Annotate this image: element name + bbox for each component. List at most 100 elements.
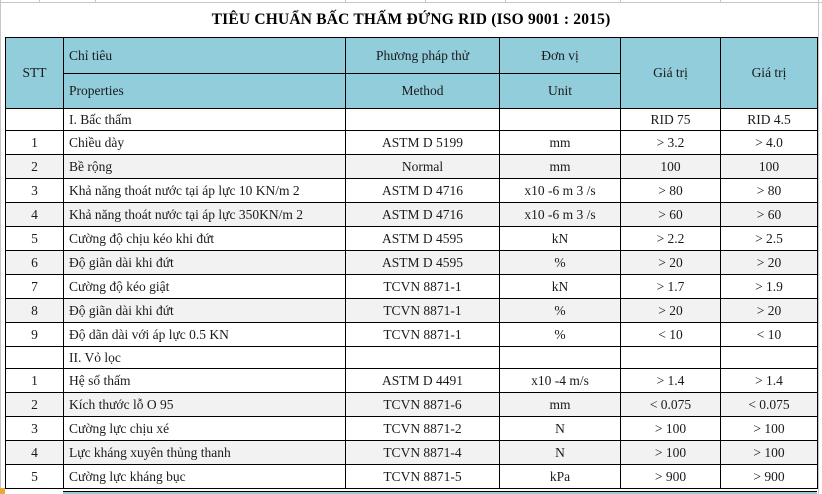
gridline-tick bbox=[39, 0, 40, 3]
cell-value-rid75: > 1.4 bbox=[620, 368, 721, 393]
cell-method: ASTM D 5199 bbox=[345, 130, 500, 155]
cell-value-rid75: > 1.7 bbox=[620, 274, 721, 299]
cell-property: Độ dãn dài với áp lực 0.5 KN bbox=[63, 322, 346, 347]
section-label: II. Vỏ lọc bbox=[63, 346, 346, 369]
cell-unit: kPa bbox=[499, 464, 621, 489]
header-value-rid45: Giá trị bbox=[720, 37, 818, 109]
cell-value-rid75: > 3.2 bbox=[620, 130, 721, 155]
cell-property: Cường lực chịu xé bbox=[63, 416, 346, 441]
cell-method: TCVN 8871-4 bbox=[345, 440, 500, 465]
table-body: I. Bấc thấm RID 75 RID 4.5 1 Chiều dày ASTM D… bbox=[5, 108, 818, 489]
cell-value-rid45: 100 bbox=[720, 154, 818, 179]
cell-stt: 6 bbox=[5, 250, 64, 275]
gridline-left bbox=[0, 0, 1, 494]
section-value2-header: RID 4.5 bbox=[720, 108, 818, 131]
cell-method: ASTM D 4716 bbox=[345, 178, 500, 203]
cell-unit: mm bbox=[499, 130, 621, 155]
cell-method: ASTM D 4491 bbox=[345, 368, 500, 393]
cell-value-rid75: > 60 bbox=[620, 202, 721, 227]
cell-stt: 1 bbox=[5, 130, 64, 155]
table-row: 9 Độ dãn dài với áp lực 0.5 KN TCVN 8871-1… bbox=[5, 322, 818, 347]
gridline-tick bbox=[620, 0, 621, 3]
page-title: TIÊU CHUẨN BẤC THẤM ĐỨNG RID (ISO 9001 :… bbox=[211, 11, 611, 28]
cell-property: Bề rộng bbox=[63, 154, 346, 179]
cell-value-rid75: > 100 bbox=[620, 416, 721, 441]
cell-value-rid75: > 900 bbox=[620, 464, 721, 489]
section-header-row: I. Bấc thấm RID 75 RID 4.5 bbox=[5, 108, 818, 131]
cell-property: Cường độ chịu kéo khi đứt bbox=[63, 226, 346, 251]
table-row: 8 Độ giãn dài khi đứt TCVN 8871-1% > 20 > 20 bbox=[5, 298, 818, 323]
cell-method bbox=[345, 346, 500, 369]
cell-stt: 8 bbox=[5, 298, 64, 323]
cell-method: TCVN 8871-1 bbox=[345, 322, 500, 347]
cell-method: TCVN 8871-2 bbox=[345, 416, 500, 441]
cell-unit: % bbox=[499, 298, 621, 323]
cell-property: Cường lực kháng bục bbox=[63, 464, 346, 489]
gridline-tick bbox=[720, 0, 721, 3]
cell-property: Khả năng thoát nước tại áp lực 350KN/m 2 bbox=[63, 202, 346, 227]
table-row: 4 Khả năng thoát nước tại áp lực 350KN/m … bbox=[5, 202, 818, 227]
cell-value-rid75: < 10 bbox=[620, 322, 721, 347]
cell-unit: % bbox=[499, 250, 621, 275]
cell-method: Normal bbox=[345, 154, 500, 179]
cell-value-rid75: > 20 bbox=[620, 250, 721, 275]
cell-value-rid45: > 100 bbox=[720, 440, 818, 465]
cell-stt: 3 bbox=[5, 178, 64, 203]
table-row: 5 Cường độ chịu kéo khi đứt ASTM D 4595 kN >… bbox=[5, 226, 818, 251]
cell-value-rid45: > 60 bbox=[720, 202, 818, 227]
cell-value-rid45: > 20 bbox=[720, 250, 818, 275]
cell-unit: x10 -6 m 3 /s bbox=[499, 202, 621, 227]
cell-unit bbox=[499, 346, 621, 369]
cell-value-rid45: > 1.4 bbox=[720, 368, 818, 393]
cell-stt: 5 bbox=[5, 226, 64, 251]
cell-property: Chiều dày bbox=[63, 130, 346, 155]
cell-value-rid75: > 20 bbox=[620, 298, 721, 323]
cell-property: Độ giãn dài khi đứt bbox=[63, 250, 346, 275]
cell-method bbox=[345, 108, 500, 131]
cell-unit: N bbox=[499, 416, 621, 441]
gridline-horizontal bbox=[0, 2, 822, 3]
cell-unit: kN bbox=[499, 274, 621, 299]
cell-stt: 2 bbox=[5, 392, 64, 417]
section-header-row: II. Vỏ lọc bbox=[5, 346, 818, 369]
header-method-vi: Phương pháp thử bbox=[345, 37, 500, 74]
cell-value-rid45: > 100 bbox=[720, 416, 818, 441]
cell-property: Kích thước lỗ O 95 bbox=[63, 392, 346, 417]
gridline-tick bbox=[345, 0, 346, 3]
header-stt: STT bbox=[5, 37, 64, 109]
cell-value-rid45: > 2.5 bbox=[720, 226, 818, 251]
cell-method: TCVN 8871-5 bbox=[345, 464, 500, 489]
gridline-tick bbox=[425, 0, 426, 3]
cell-stt: 4 bbox=[5, 440, 64, 465]
cell-stt: 9 bbox=[5, 322, 64, 347]
table-row: 6 Độ giãn dài khi đứt ASTM D 4595% > 20 > 20 bbox=[5, 250, 818, 275]
cell-unit: N bbox=[499, 440, 621, 465]
cell-unit bbox=[499, 108, 621, 131]
cell-value-rid45: > 1.9 bbox=[720, 274, 818, 299]
cell-property: Khả năng thoát nước tại áp lực 10 KN/m 2 bbox=[63, 178, 346, 203]
cell-value-rid45: > 4.0 bbox=[720, 130, 818, 155]
table-row: 2 Bề rộng Normal mm 100 100 bbox=[5, 154, 818, 179]
cell-value-rid45: < 0.075 bbox=[720, 392, 818, 417]
cell-property: Hệ số thấm bbox=[63, 368, 346, 393]
table-row: 4 Lực kháng xuyên thủng thanh TCVN 8871-4 N… bbox=[5, 440, 818, 465]
table-row: 7 Cường độ kéo giật TCVN 8871-1 kN > 1.7 > 1.… bbox=[5, 274, 818, 299]
cell-stt: 7 bbox=[5, 274, 64, 299]
cell-value-rid75: > 100 bbox=[620, 440, 721, 465]
header-unit-en: Unit bbox=[499, 73, 621, 109]
cell-method: TCVN 8871-1 bbox=[345, 274, 500, 299]
header-property-vi: Chỉ tiêu bbox=[63, 37, 346, 74]
section-value2-header bbox=[720, 346, 818, 369]
cell-value-rid75: 100 bbox=[620, 154, 721, 179]
table-header: STT Chỉ tiêu Phương pháp thử Đơn vị Giá … bbox=[5, 37, 818, 109]
header-value-rid75: Giá trị bbox=[620, 37, 721, 109]
header-unit-vi: Đơn vị bbox=[499, 37, 621, 74]
cell-method: TCVN 8871-6 bbox=[345, 392, 500, 417]
header-property-en: Properties bbox=[63, 73, 346, 109]
standards-table: STT Chỉ tiêu Phương pháp thử Đơn vị Giá … bbox=[5, 37, 818, 489]
cell-stt: 5 bbox=[5, 464, 64, 489]
cell-unit: kN bbox=[499, 226, 621, 251]
cell-method: ASTM D 4595 bbox=[345, 226, 500, 251]
cell-stt: 4 bbox=[5, 202, 64, 227]
cell-unit: mm bbox=[499, 392, 621, 417]
